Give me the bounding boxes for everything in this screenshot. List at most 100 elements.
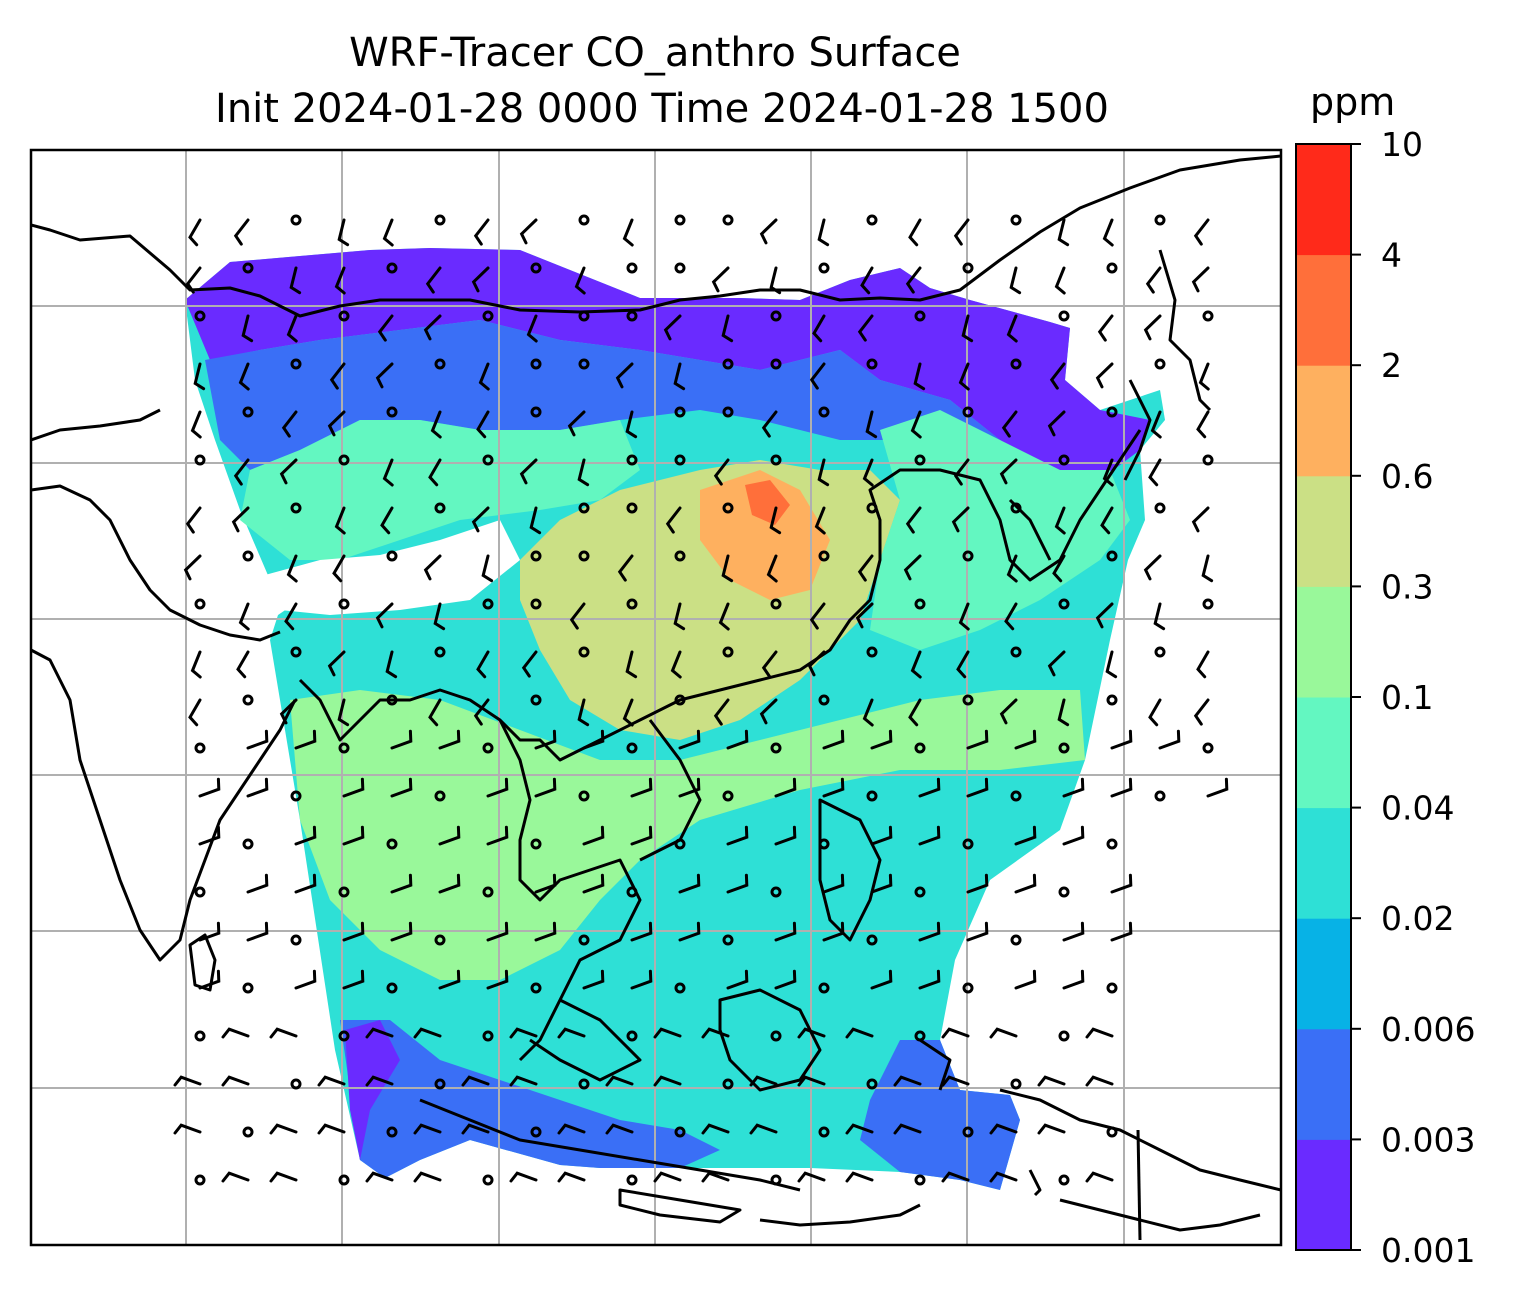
wind-barb	[910, 650, 922, 679]
wind-barb	[893, 1075, 922, 1087]
calm-wind-circle	[770, 358, 782, 370]
wind-barb	[1095, 362, 1114, 389]
wind-barb	[908, 218, 922, 247]
wind-barb	[334, 506, 346, 535]
calm-wind-circle	[482, 742, 494, 754]
calm-wind-circle	[722, 406, 734, 418]
wind-barb	[1196, 650, 1210, 679]
wind-barb	[188, 218, 202, 247]
calm-wind-circle	[1058, 742, 1070, 754]
calm-wind-circle	[434, 358, 446, 370]
calm-wind-circle	[914, 1030, 926, 1042]
wind-barb	[622, 218, 634, 247]
calm-wind-circle	[290, 934, 302, 946]
wind-barb	[857, 554, 874, 582]
wind-barb	[534, 873, 557, 894]
wind-barb	[822, 729, 845, 750]
wind-barb	[173, 1075, 202, 1087]
calm-wind-circle	[1058, 454, 1070, 466]
calm-wind-circle	[914, 598, 926, 610]
wind-barb	[1110, 729, 1133, 750]
wind-barb	[284, 602, 298, 631]
calm-wind-circle	[482, 598, 494, 610]
calm-wind-circle	[482, 1174, 494, 1186]
wind-barb	[809, 602, 826, 630]
calm-wind-circle	[434, 934, 446, 946]
wind-barb	[238, 602, 250, 631]
calm-wind-circle	[530, 262, 542, 274]
wind-barb	[1006, 314, 1018, 343]
wind-barb	[870, 873, 893, 894]
calm-wind-circle	[674, 454, 686, 466]
wind-barb	[428, 458, 442, 487]
calm-wind-circle	[194, 742, 206, 754]
wind-barb	[327, 410, 346, 437]
wind-barb	[577, 698, 590, 727]
wind-barb	[797, 1027, 826, 1039]
calm-wind-circle	[578, 310, 590, 322]
calm-wind-circle	[578, 1078, 590, 1090]
wind-barb	[365, 1075, 394, 1087]
wind-barb	[989, 1171, 1018, 1183]
colorbar-segment	[1296, 1028, 1351, 1140]
colorbar-segment	[1296, 254, 1351, 366]
wind-barb	[486, 825, 509, 846]
wind-barb	[713, 698, 730, 726]
calm-wind-circle	[626, 742, 638, 754]
colorbar-segment	[1296, 697, 1351, 809]
calm-wind-circle	[482, 310, 494, 322]
wind-barb	[1014, 969, 1037, 990]
calm-wind-circle	[290, 1078, 302, 1090]
wind-barb	[1014, 729, 1037, 750]
wind-barb	[1206, 777, 1229, 798]
colorbar-tick-label: 4	[1381, 236, 1402, 275]
wind-barb	[246, 921, 269, 942]
calm-wind-circle	[1106, 406, 1118, 418]
wind-barb	[342, 825, 365, 846]
calm-wind-circle	[242, 694, 254, 706]
wind-barb	[332, 554, 346, 583]
wind-barb	[918, 969, 941, 990]
wind-barb	[953, 218, 970, 246]
calm-wind-circle	[386, 550, 398, 562]
calm-wind-circle	[770, 1030, 782, 1042]
calm-wind-circle	[242, 550, 254, 562]
wind-barb	[557, 1123, 586, 1135]
wind-barb	[198, 777, 221, 798]
calm-wind-circle	[1010, 358, 1022, 370]
wind-barb	[294, 729, 317, 750]
wind-barb	[1049, 362, 1066, 390]
calm-wind-circle	[1010, 1078, 1022, 1090]
wind-barb	[334, 266, 346, 295]
calm-wind-circle	[1010, 790, 1022, 802]
calm-wind-circle	[866, 646, 878, 658]
wind-barb	[903, 554, 922, 581]
calm-wind-circle	[194, 598, 206, 610]
wind-barb	[701, 1123, 730, 1135]
wind-barb	[845, 1123, 874, 1135]
calm-wind-circle	[818, 838, 830, 850]
wind-barb	[999, 458, 1018, 485]
wind-barb	[870, 969, 893, 990]
calm-wind-circle	[962, 406, 974, 418]
wind-barb	[966, 729, 989, 750]
wind-barb	[534, 921, 557, 942]
calm-wind-circle	[674, 550, 686, 562]
wind-barb	[1037, 1123, 1066, 1135]
wind-barb	[630, 921, 653, 942]
wind-barb	[473, 218, 490, 246]
wind-barb	[286, 314, 298, 343]
calm-wind-circle	[914, 1174, 926, 1186]
calm-wind-circle	[530, 406, 542, 418]
calm-wind-circle	[722, 790, 734, 802]
calm-wind-circle	[1010, 214, 1022, 226]
calm-wind-circle	[1154, 214, 1166, 226]
calm-wind-circle	[194, 310, 206, 322]
field-tibet-gap	[265, 520, 520, 615]
wind-barb	[951, 506, 970, 533]
wind-barb	[822, 921, 845, 942]
field-core	[700, 470, 830, 600]
calm-wind-circle	[434, 1078, 446, 1090]
calm-wind-circle	[626, 502, 638, 514]
calm-wind-circle	[722, 502, 734, 514]
